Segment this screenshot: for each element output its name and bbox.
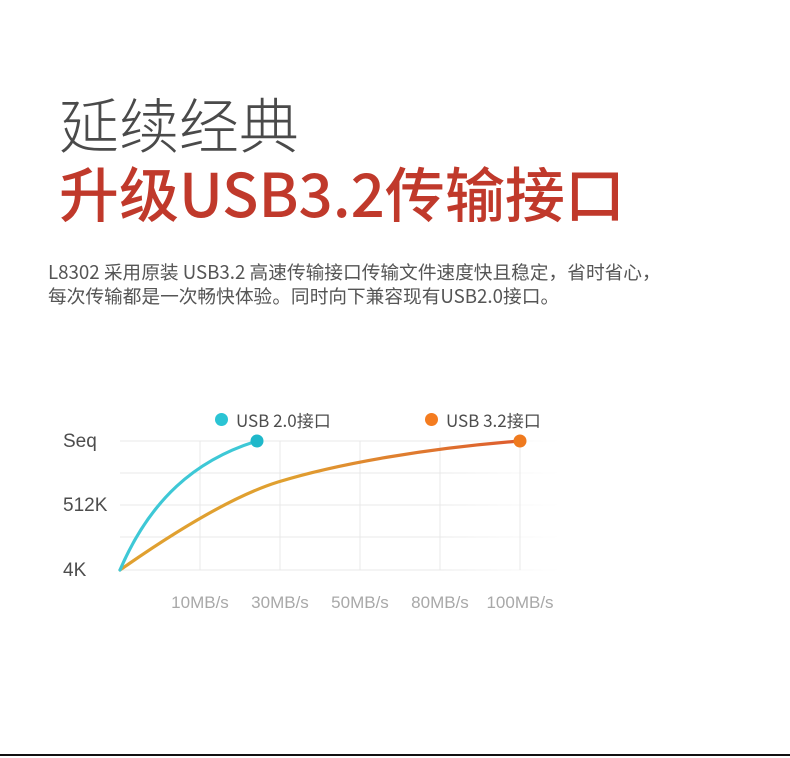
svg-text:80MB/s: 80MB/s (411, 593, 469, 612)
svg-text:50MB/s: 50MB/s (331, 593, 389, 612)
svg-text:4K: 4K (63, 560, 87, 581)
svg-text:100MB/s: 100MB/s (486, 593, 553, 612)
svg-text:10MB/s: 10MB/s (171, 593, 229, 612)
svg-text:Seq: Seq (63, 431, 97, 452)
svg-text:30MB/s: 30MB/s (251, 593, 309, 612)
svg-text:512K: 512K (63, 495, 108, 516)
